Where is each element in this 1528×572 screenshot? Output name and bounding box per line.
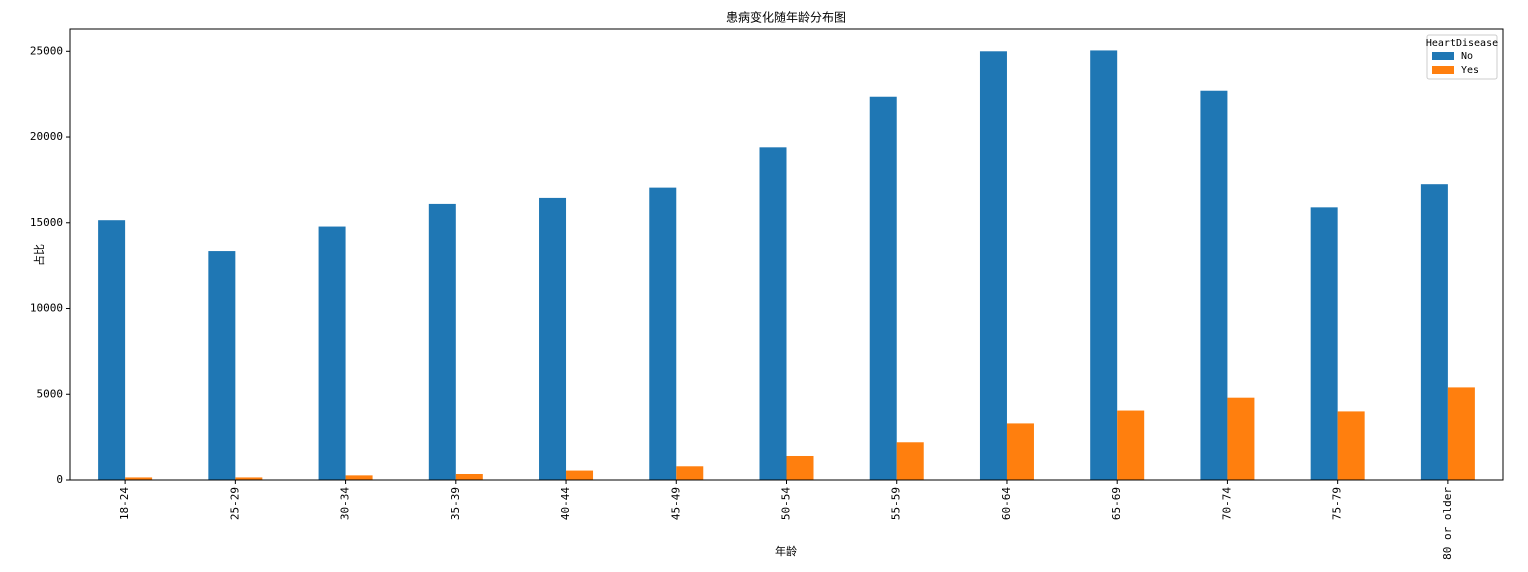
legend-swatch: [1432, 52, 1454, 60]
bar: [1310, 207, 1338, 480]
x-tick-label: 40-44: [559, 487, 572, 520]
bar: [539, 197, 567, 480]
x-tick-label: 65-69: [1110, 487, 1123, 520]
legend-label: No: [1461, 51, 1473, 62]
bar: [428, 203, 456, 481]
bar: [345, 475, 373, 480]
chart-title: 患病变化随年龄分布图: [726, 10, 846, 25]
bar: [759, 147, 787, 481]
x-tick-label: 35-39: [449, 487, 462, 520]
bar: [1447, 387, 1475, 480]
bar: [1006, 423, 1034, 480]
bar: [1090, 50, 1118, 480]
bar: [1337, 411, 1365, 480]
y-tick-label: 25000: [30, 44, 63, 57]
bar: [1200, 90, 1228, 481]
plot-frame: [69, 28, 1504, 481]
y-tick-label: 15000: [30, 216, 63, 229]
x-tick-label: 30-34: [339, 487, 352, 520]
bar: [1227, 397, 1255, 480]
bar: [208, 251, 236, 480]
bar: [676, 466, 704, 480]
y-axis-label: 占比: [32, 244, 46, 266]
x-axis-label: 年龄: [775, 544, 797, 558]
x-tick-label: 18-24: [118, 487, 131, 520]
x-tick-label: 55-59: [890, 487, 903, 520]
bar: [566, 470, 594, 480]
bar: [979, 51, 1007, 480]
x-tick-label: 25-29: [228, 487, 241, 520]
x-tick-label: 45-49: [669, 487, 682, 520]
y-tick-label: 0: [56, 473, 63, 486]
legend-swatch: [1432, 66, 1454, 74]
y-tick-label: 20000: [30, 130, 63, 143]
bar: [1117, 410, 1145, 480]
x-tick-label: 70-74: [1220, 487, 1233, 520]
legend-label: Yes: [1461, 65, 1479, 76]
x-tick-label: 75-79: [1331, 487, 1344, 520]
y-tick-label: 5000: [37, 387, 64, 400]
x-tick-label: 60-64: [1000, 487, 1013, 520]
bar: [896, 442, 924, 480]
bar: [786, 455, 814, 480]
bar: [318, 226, 346, 480]
bar: [235, 477, 263, 480]
bar: [869, 96, 897, 480]
bar: [455, 473, 483, 480]
y-tick-label: 10000: [30, 302, 63, 315]
bar: [125, 477, 153, 480]
x-tick-label: 80 or older: [1441, 487, 1454, 560]
x-tick-label: 50-54: [780, 487, 793, 520]
bar: [1420, 184, 1448, 480]
bar: [98, 220, 126, 480]
legend-title: HeartDisease: [1426, 38, 1498, 49]
bar: [649, 187, 677, 480]
